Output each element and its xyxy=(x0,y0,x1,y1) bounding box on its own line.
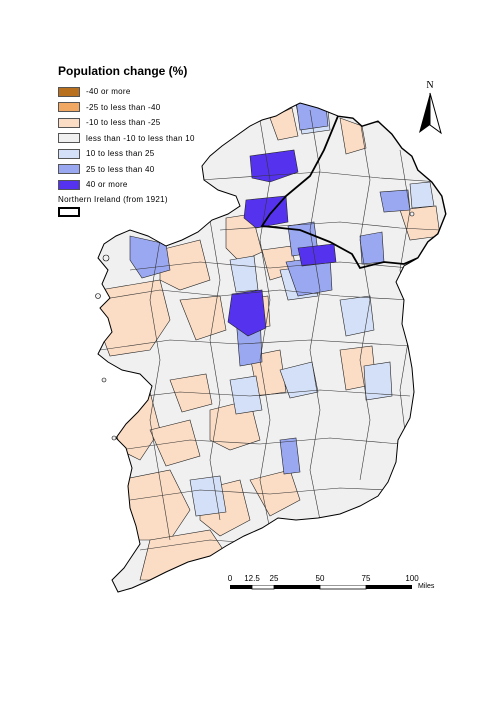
legend-label: -40 or more xyxy=(86,87,131,97)
legend-item: 10 to less than 25 xyxy=(58,146,258,162)
map-legend: Population change (%) -40 or more -25 to … xyxy=(58,64,258,217)
legend-items: -40 or more -25 to less than -40 -10 to le… xyxy=(58,84,258,193)
scale-tick-label: 50 xyxy=(315,574,325,583)
legend-label: less than -10 to less than 10 xyxy=(86,133,195,143)
legend-northern-ireland-swatch xyxy=(58,206,80,217)
legend-northern-ireland-label: Northern Ireland (from 1921) xyxy=(58,194,168,204)
legend-item: 40 or more xyxy=(58,177,258,193)
legend-item: -10 to less than -25 xyxy=(58,115,258,131)
legend-title: Population change (%) xyxy=(58,64,188,78)
scale-tick-label: 0 xyxy=(227,574,233,583)
legend-item: less than -10 to less than 10 xyxy=(58,131,258,147)
legend-label: 10 to less than 25 xyxy=(86,149,155,159)
scale-tick-label: 25 xyxy=(269,574,279,583)
north-arrow-icon xyxy=(419,92,442,135)
legend-item: 25 to less than 40 xyxy=(58,162,258,178)
legend-swatch xyxy=(58,148,80,159)
legend-swatch xyxy=(58,164,80,175)
regions-40-or-more xyxy=(227,149,337,337)
legend-swatch xyxy=(58,117,80,128)
legend-swatch xyxy=(58,86,80,97)
north-arrow: N xyxy=(417,80,443,140)
legend-label: 25 to less than 40 xyxy=(86,164,155,174)
legend-swatch xyxy=(58,133,80,144)
scale-tick-label: 100 xyxy=(405,574,419,583)
scale-units-label: Miles xyxy=(418,583,435,590)
legend-swatch xyxy=(58,179,80,190)
legend-label: 40 or more xyxy=(86,180,128,190)
legend-label: -25 to less than -40 xyxy=(86,102,161,112)
north-arrow-label: N xyxy=(426,80,434,91)
county-boundaries xyxy=(98,109,441,551)
legend-label: -10 to less than -25 xyxy=(86,118,161,128)
legend-item: -40 or more xyxy=(58,84,258,100)
islands xyxy=(95,211,415,441)
legend-item: -25 to less than -40 xyxy=(58,100,258,116)
scale-tick-label: 12.5 xyxy=(244,574,260,583)
population-change-regions xyxy=(98,103,446,581)
scale-tick-label: 75 xyxy=(361,574,371,583)
legend-swatch xyxy=(58,102,80,113)
scale-bar-graphic xyxy=(230,585,412,590)
